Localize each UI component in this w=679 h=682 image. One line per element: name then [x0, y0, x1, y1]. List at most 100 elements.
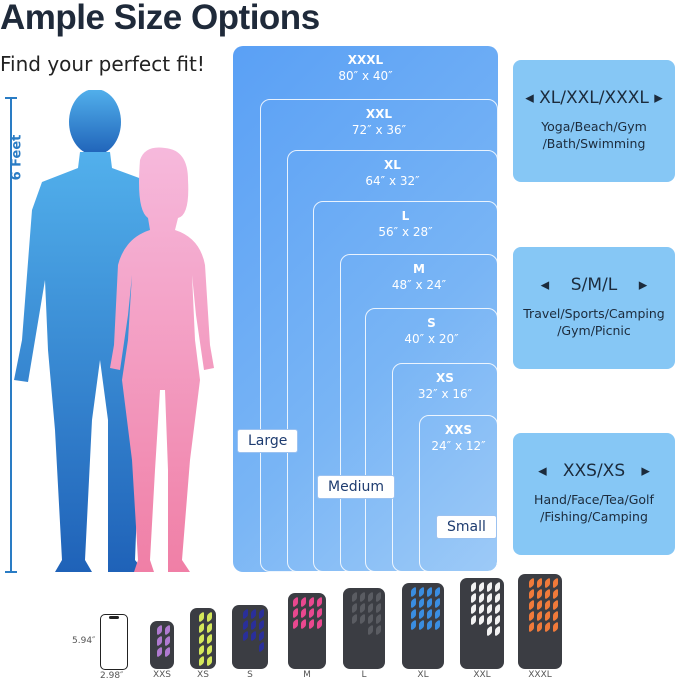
card-desc: Hand/Face/Tea/Golf /Fishing/Camping: [534, 492, 654, 524]
towel-label: XXXL: [528, 670, 552, 680]
towel-stripe: [419, 597, 424, 609]
phone-height: 5.94″: [72, 636, 96, 646]
towel-xxs: [150, 621, 174, 669]
towel-stripe: [419, 586, 424, 598]
towel-stripe: [537, 577, 542, 589]
towel-stripe: [293, 618, 298, 630]
towel-stripe: [487, 603, 492, 615]
towel-stripe: [427, 597, 432, 609]
height-cap-bottom: [5, 571, 17, 573]
towel-stripe: [411, 597, 416, 609]
towel-label: L: [361, 670, 367, 680]
towel-stripe: [251, 630, 256, 642]
towel-stripe: [427, 586, 432, 598]
subtitle: Find your perfect fit!: [0, 52, 205, 76]
towel-stripe: [411, 608, 416, 620]
size-dims: 24″ x 12″: [431, 439, 486, 453]
woman-silhouette: [110, 147, 214, 572]
towel-stripe: [545, 577, 550, 589]
towel-stripe: [419, 608, 424, 620]
card-title: ◂ S/M/L ▸: [540, 275, 648, 295]
towel-stripe: [352, 602, 357, 614]
towel-stripe: [529, 588, 534, 600]
size-name: XXXL: [347, 53, 384, 67]
towel-stripe: [157, 646, 162, 658]
size-dims: 72″ x 36″: [351, 123, 407, 137]
towel-stripe: [529, 577, 534, 589]
towel-stripe: [479, 581, 484, 593]
towel-stripe: [529, 621, 534, 633]
size-name: XXS: [444, 423, 473, 437]
towel-stripe: [553, 610, 558, 622]
card-desc: Yoga/Beach/Gym /Bath/Swimming: [541, 119, 647, 151]
towel-stripe: [157, 635, 162, 647]
towel-stripe: [165, 624, 170, 636]
size-box-xxs: XXS 24″ x 12″: [419, 415, 498, 572]
towel-stripe: [317, 607, 322, 619]
towel-stripe: [368, 591, 373, 603]
towel-stripe: [352, 591, 357, 603]
towel-stripe: [199, 611, 204, 623]
size-dims: 64″ x 32″: [365, 174, 420, 188]
group-label-small: Small: [436, 515, 497, 539]
page-title: Ample Size Options: [0, 0, 320, 37]
towel-stripe: [207, 644, 212, 656]
towel-stripe: [479, 614, 484, 626]
size-dims: 80″ x 40″: [338, 69, 393, 83]
towel-stripe: [243, 619, 248, 631]
towel-stripe: [545, 621, 550, 633]
towel-stripe: [411, 619, 416, 631]
towel-stripe: [479, 592, 484, 604]
phone-width: 2.98″: [100, 671, 124, 681]
towel-stripe: [243, 630, 248, 642]
towel-s: [232, 605, 268, 669]
towel-stripe: [259, 619, 264, 631]
towel-stripe: [301, 607, 306, 619]
towel-label: S: [247, 670, 253, 680]
towel-xl: [402, 583, 444, 669]
towel-stripe: [419, 619, 424, 631]
towel-stripe: [157, 624, 162, 636]
towel-stripe: [553, 588, 558, 600]
towel-stripe: [317, 596, 322, 608]
towel-label: XS: [197, 670, 209, 680]
towel-stripe: [207, 611, 212, 623]
towel-stripe: [309, 618, 314, 630]
size-name: M: [413, 262, 425, 276]
towel-xs: [190, 608, 216, 669]
towel-stripe: [471, 614, 476, 626]
towel-stripe: [317, 618, 322, 630]
towel-stripe: [495, 625, 500, 637]
card-title: ◂ XXS/XS ▸: [538, 461, 650, 481]
towel-stripe: [259, 608, 264, 620]
towel-stripe: [529, 599, 534, 611]
towel-l: [343, 588, 385, 669]
card-medium: ◂ S/M/L ▸ Travel/Sports/Camping /Gym/Picn…: [513, 247, 675, 369]
towel-stripe: [495, 614, 500, 626]
towel-stripe: [251, 619, 256, 631]
height-line: [10, 98, 12, 573]
towel-stripe: [545, 588, 550, 600]
towel-label: XXL: [473, 670, 491, 680]
size-name: XXL: [365, 107, 393, 121]
towel-stripe: [259, 641, 264, 653]
towel-stripe: [471, 603, 476, 615]
towel-stripe: [435, 619, 440, 631]
towel-xxl: [460, 578, 504, 669]
towel-label: M: [303, 670, 311, 680]
towel-stripe: [427, 608, 432, 620]
towel-stripe: [553, 577, 558, 589]
towel-stripe: [301, 596, 306, 608]
size-box-xxxl: XXXL 80″ x 40″: [233, 46, 498, 572]
towel-stripe: [537, 610, 542, 622]
towel-stripe: [199, 644, 204, 656]
size-name: XS: [436, 371, 454, 385]
towel-stripe: [553, 599, 558, 611]
size-name: XL: [384, 158, 401, 172]
towel-stripe: [293, 596, 298, 608]
towel-stripe: [199, 655, 204, 667]
towel-stripe: [553, 621, 558, 633]
towel-stripe: [545, 599, 550, 611]
towel-stripe: [199, 633, 204, 645]
towel-stripe: [471, 592, 476, 604]
